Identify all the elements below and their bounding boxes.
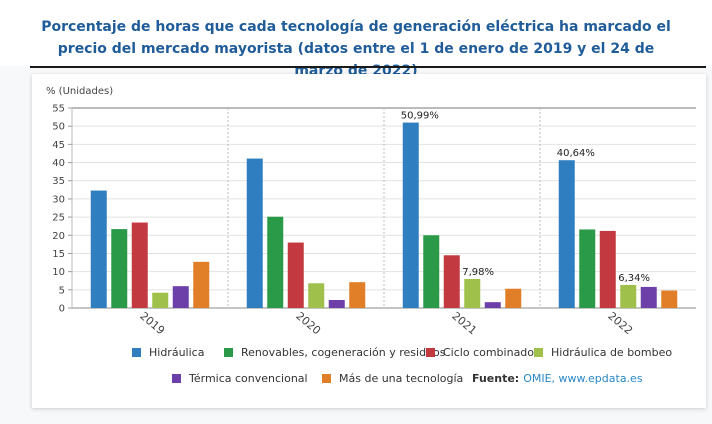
data-label: 40,64% — [557, 148, 595, 159]
source-label: Fuente: — [472, 372, 520, 385]
legend-label: Hidráulica — [149, 346, 205, 359]
bar-2-2019 — [111, 229, 128, 308]
source-value[interactable]: OMIE, www.epdata.es — [523, 372, 643, 385]
legend-label: Más de una tecnología — [339, 372, 464, 385]
header-panel — [0, 0, 712, 66]
legend-label: Ciclo combinado — [443, 346, 535, 359]
bar-2-2022 — [579, 229, 596, 308]
data-label: 7,98% — [462, 267, 494, 278]
y-tick-label: 25 — [52, 213, 65, 224]
y-tick-label: 35 — [52, 176, 65, 187]
bar-5-2022 — [640, 286, 657, 308]
bar-6-2020 — [349, 282, 366, 308]
y-tick-label: 15 — [52, 249, 65, 260]
x-tick-label: 2022 — [605, 309, 635, 337]
bar-4-2022 — [620, 284, 637, 308]
bar-1-2022 — [558, 160, 575, 308]
legend-item[interactable]: Hidráulica — [132, 346, 204, 359]
legend-item[interactable]: Hidráulica de bombeo — [534, 346, 672, 359]
bar-5-2019 — [172, 286, 189, 308]
bar-2-2020 — [267, 216, 284, 308]
legend-label: Renovables, cogeneración y residuos — [241, 346, 446, 359]
bar-3-2020 — [287, 242, 304, 308]
y-tick-label: 55 — [52, 104, 65, 115]
y-tick-label: 45 — [52, 140, 65, 151]
bar-1-2019 — [90, 190, 107, 308]
legend-swatch — [426, 348, 435, 357]
bar-3-2022 — [599, 230, 616, 308]
legend-item[interactable]: Renovables, cogeneración y residuos — [224, 346, 446, 359]
y-tick-label: 30 — [52, 194, 65, 205]
y-tick-label: 10 — [52, 267, 65, 278]
data-label: 6,34% — [618, 273, 650, 284]
chart-card: % (Unidades) 0 5 10 15 20 25 30 35 40 45 50 55 2019 20… — [32, 74, 706, 408]
bar-2-2021 — [423, 235, 440, 308]
x-tick-label: 2019 — [137, 309, 167, 337]
x-tick-label: 2021 — [449, 309, 479, 337]
bar-chart: % (Unidades) 0 5 10 15 20 25 30 35 40 45 50 55 2019 20… — [46, 86, 696, 337]
x-tick-label: 2020 — [293, 309, 323, 337]
bar-5-2020 — [328, 300, 345, 308]
legend-item[interactable]: Ciclo combinado — [426, 346, 534, 359]
legend-item[interactable]: Térmica convencional — [172, 372, 308, 385]
bar-4-2020 — [308, 283, 325, 308]
y-axis-label: % (Unidades) — [46, 86, 113, 97]
bar-1-2021 — [402, 122, 419, 308]
legend-item[interactable]: Más de una tecnología — [322, 372, 463, 385]
y-tick-label: 50 — [52, 122, 65, 133]
bar-5-2021 — [484, 302, 501, 308]
y-tick-label: 5 — [59, 285, 65, 296]
bar-3-2021 — [443, 255, 460, 308]
bar-4-2021 — [464, 278, 481, 308]
title-divider — [30, 66, 706, 68]
data-label: 50,99% — [401, 111, 439, 122]
legend-swatch — [534, 348, 543, 357]
chart-title: Porcentaje de horas que cada tecnología … — [41, 19, 671, 79]
y-tick-label: 0 — [59, 304, 65, 315]
y-tick-label: 40 — [52, 158, 65, 169]
legend-swatch — [224, 348, 233, 357]
bar-1-2020 — [246, 158, 263, 308]
bar-6-2021 — [505, 288, 522, 308]
bar-6-2022 — [661, 290, 678, 308]
legend-swatch — [172, 374, 181, 383]
source-note: Fuente: OMIE, www.epdata.es — [472, 372, 643, 385]
bar-4-2019 — [152, 292, 169, 308]
legend-swatch — [132, 348, 141, 357]
legend-label: Térmica convencional — [189, 372, 308, 385]
legend-swatch — [322, 374, 331, 383]
legend-label: Hidráulica de bombeo — [551, 346, 673, 359]
bar-3-2019 — [131, 222, 148, 308]
y-tick-label: 20 — [52, 231, 65, 242]
bar-6-2019 — [193, 261, 210, 308]
